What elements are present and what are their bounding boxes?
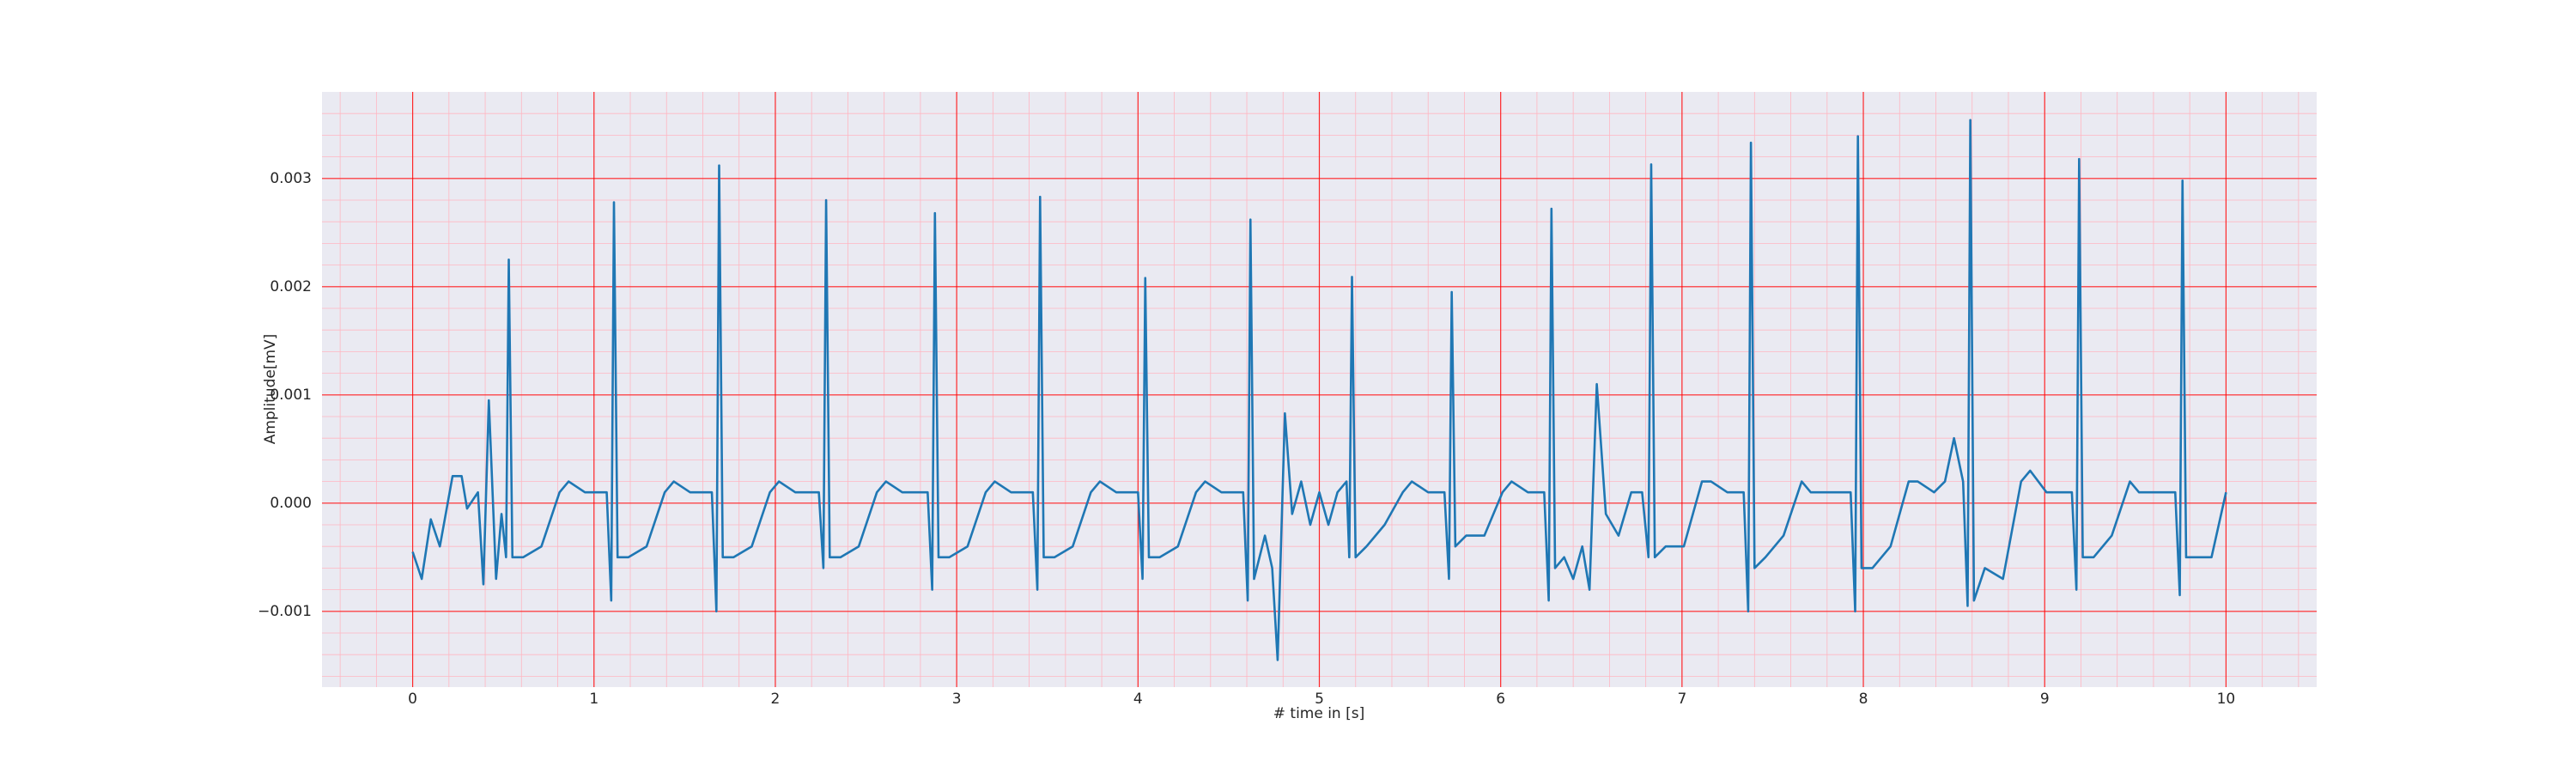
- x-tick-label: 2: [771, 691, 781, 708]
- x-tick-label: 8: [1859, 691, 1868, 708]
- x-tick-label: 7: [1677, 691, 1686, 708]
- x-tick-label: 1: [589, 691, 598, 708]
- y-tick-label: −0.001: [258, 603, 312, 620]
- x-tick-label: 10: [2217, 691, 2236, 708]
- y-tick-label: 0.003: [270, 170, 312, 187]
- ecg-line: [411, 119, 2227, 661]
- y-tick-label: 0.001: [270, 386, 312, 404]
- y-tick-label: 0.002: [270, 278, 312, 295]
- y-tick-label: 0.000: [270, 495, 312, 512]
- x-tick-label: 0: [408, 691, 417, 708]
- x-tick-label: 5: [1315, 691, 1324, 708]
- y-axis-label: Amplitude[mV]: [262, 334, 279, 445]
- x-axis-label: # time in [s]: [1273, 705, 1364, 722]
- x-tick-label: 4: [1133, 691, 1143, 708]
- x-tick-label: 6: [1496, 691, 1505, 708]
- x-tick-label: 9: [2040, 691, 2050, 708]
- x-tick-label: 3: [952, 691, 962, 708]
